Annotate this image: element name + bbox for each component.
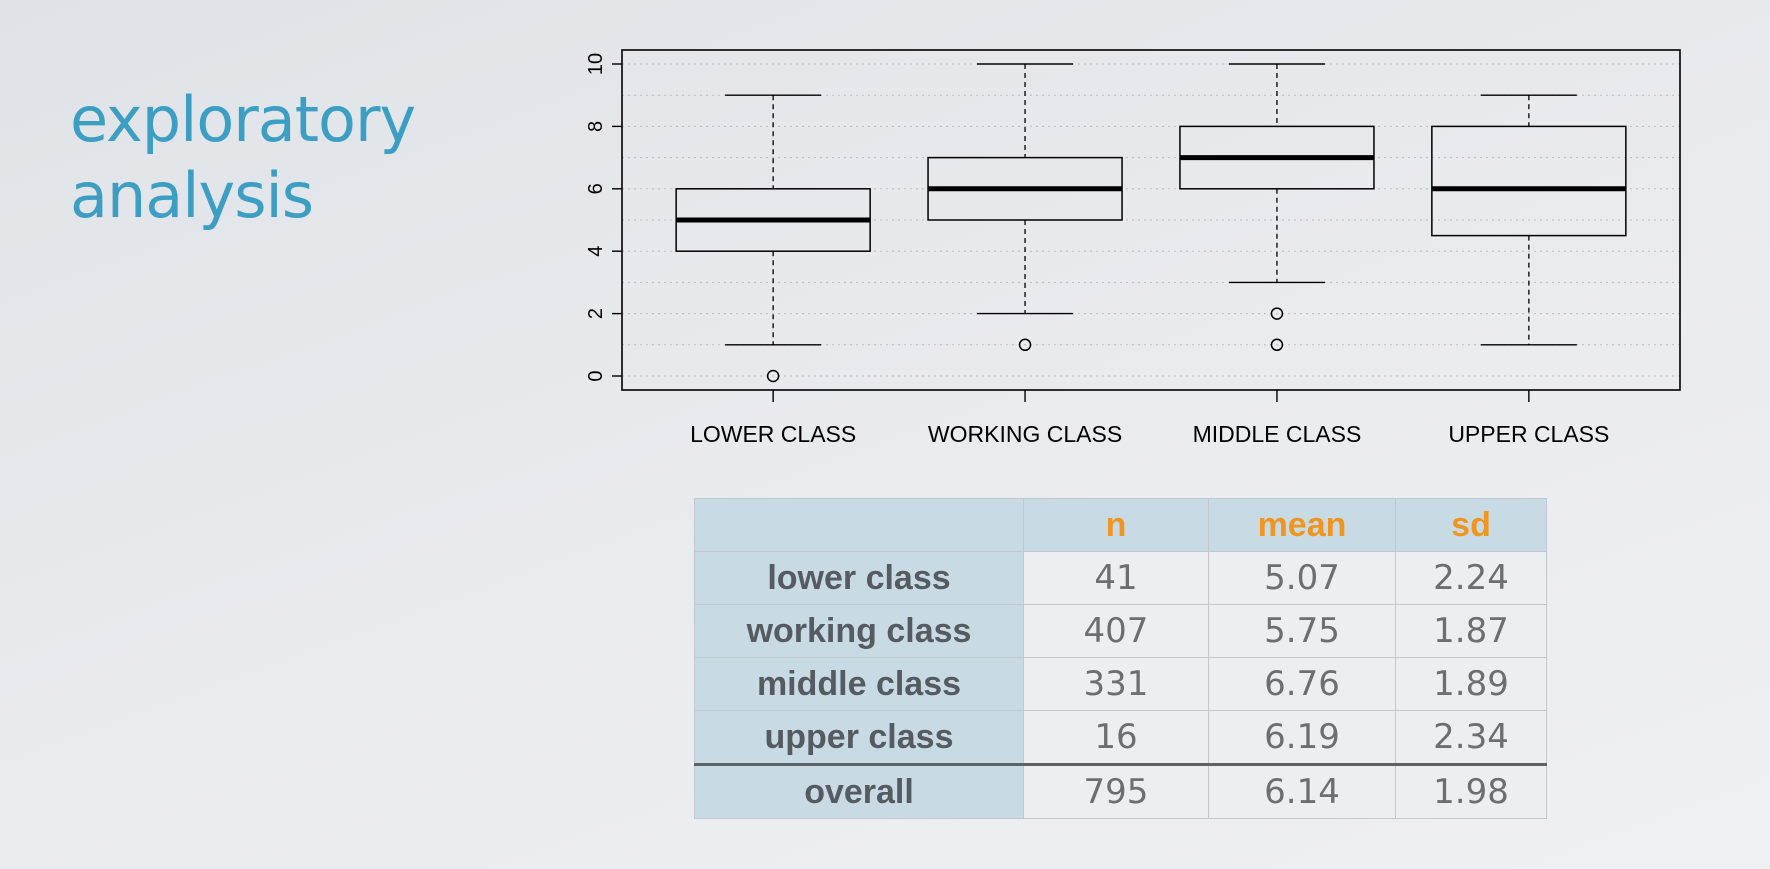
cell-n: 407 — [1023, 604, 1209, 658]
outlier-point — [1270, 307, 1284, 320]
row-label: lower class — [694, 551, 1024, 605]
cell-n: 41 — [1023, 551, 1209, 605]
cell-sd: 1.89 — [1395, 657, 1547, 711]
cell-sd: 1.87 — [1395, 604, 1547, 658]
y-tick-label: 6 — [585, 183, 607, 194]
x-tick-label: MIDDLE CLASS — [1193, 421, 1362, 447]
slide-title-line-1: exploratory — [70, 83, 416, 156]
slide-title: exploratory analysis — [70, 82, 416, 234]
table-row-overall: overall 795 6.14 1.98 — [694, 763, 1547, 819]
table-row: upper class 16 6.19 2.34 — [694, 710, 1547, 765]
cell-n: 331 — [1023, 657, 1209, 711]
cell-mean: 6.76 — [1208, 657, 1396, 711]
y-tick-label: 4 — [585, 246, 607, 257]
table-row: middle class 331 6.76 1.89 — [694, 657, 1547, 711]
y-tick-label: 10 — [585, 53, 607, 75]
table-row: lower class 41 5.07 2.24 — [694, 551, 1547, 605]
table-header-row: n mean sd — [694, 498, 1547, 552]
column-header-mean: mean — [1208, 498, 1396, 552]
cell-mean: 6.14 — [1208, 763, 1396, 819]
summary-stats-table: n mean sd lower class 41 5.07 2.24 worki… — [694, 498, 1547, 819]
row-label: overall — [694, 763, 1024, 819]
cell-sd: 1.98 — [1395, 763, 1547, 819]
cell-sd: 2.24 — [1395, 551, 1547, 605]
y-tick-label: 0 — [585, 370, 607, 381]
x-tick-label: UPPER CLASS — [1448, 421, 1609, 447]
column-header-sd: sd — [1395, 498, 1547, 552]
cell-n: 16 — [1023, 710, 1209, 765]
row-label: middle class — [694, 657, 1024, 711]
table-corner-cell — [694, 498, 1024, 552]
x-tick-label: LOWER CLASS — [690, 421, 856, 447]
row-label: upper class — [694, 710, 1024, 765]
x-tick-label: WORKING CLASS — [928, 421, 1122, 447]
y-tick-label: 2 — [585, 308, 607, 319]
plot-frame — [621, 49, 1681, 391]
outlier-point — [1270, 338, 1284, 352]
cell-sd: 2.34 — [1395, 710, 1547, 765]
outlier-point — [766, 369, 780, 383]
boxplot-chart: 0 2 4 6 8 10 LOWER CLASS WORKING CLASS MIDDLE CL… — [585, 49, 1681, 447]
y-tick-label: 8 — [585, 121, 607, 132]
outlier-point — [1018, 338, 1032, 352]
cell-mean: 6.19 — [1208, 710, 1396, 765]
cell-mean: 5.75 — [1208, 604, 1396, 658]
slide-title-line-2: analysis — [70, 159, 314, 232]
cell-mean: 5.07 — [1208, 551, 1396, 605]
row-label: working class — [694, 604, 1024, 658]
iqr-box — [1431, 125, 1627, 237]
table-row: working class 407 5.75 1.87 — [694, 604, 1547, 658]
cell-n: 795 — [1023, 763, 1209, 819]
column-header-n: n — [1023, 498, 1209, 552]
